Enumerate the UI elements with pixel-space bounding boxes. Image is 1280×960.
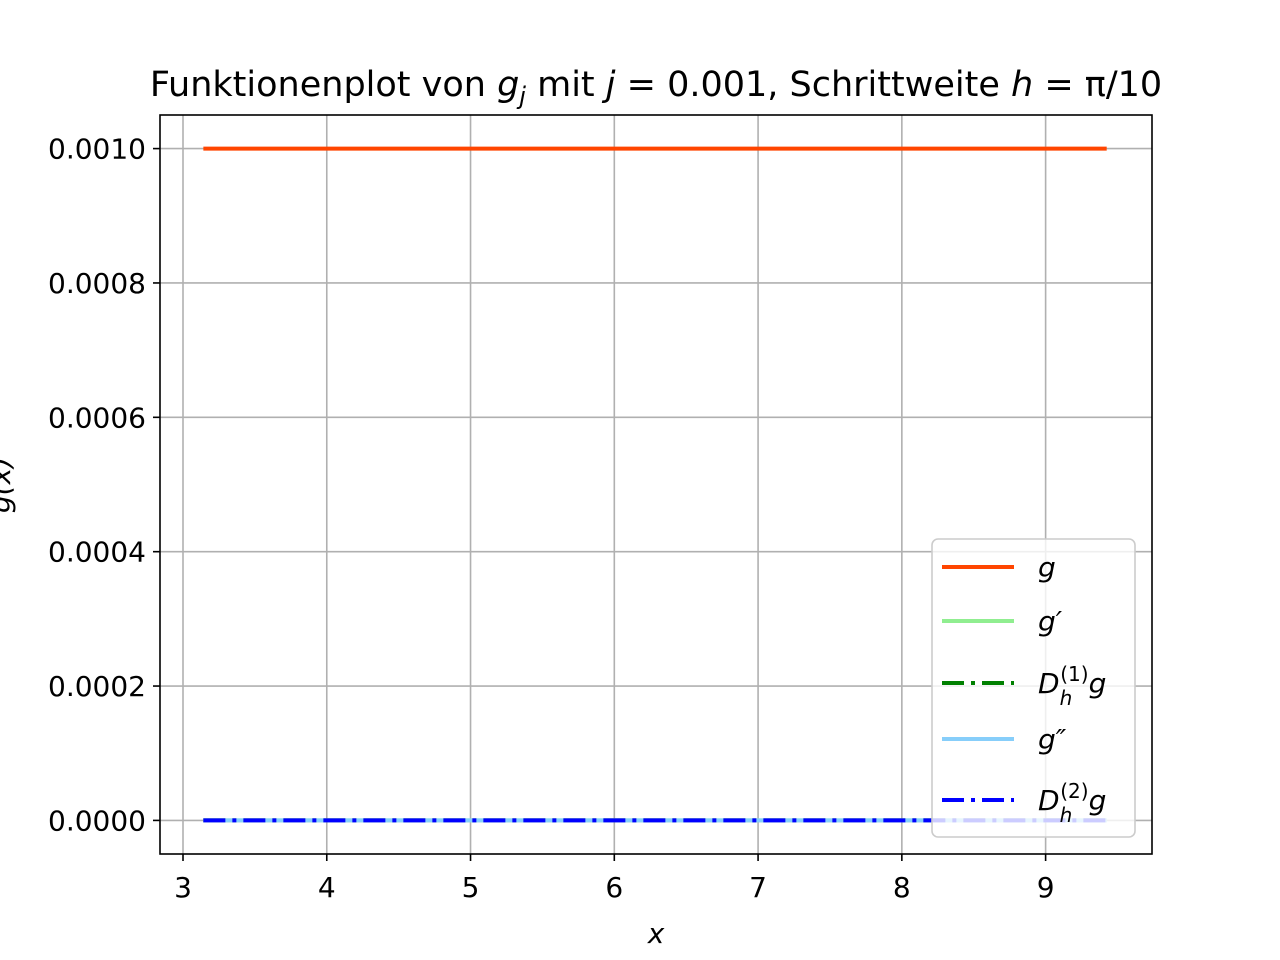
x-axis-label: x <box>647 917 665 950</box>
x-tick-label: 6 <box>605 871 623 904</box>
legend: g g′ Dh(1)g g″ Dh(2)g <box>931 538 1136 838</box>
x-tick-label: 4 <box>318 871 336 904</box>
legend-label-g-double-prime: g″ <box>1038 723 1067 756</box>
y-tick-label: 0.0010 <box>48 133 146 166</box>
y-tick-label: 0.0000 <box>48 804 146 837</box>
plot-area-frame <box>159 114 1153 855</box>
legend-label-d1g: Dh(1)g <box>1038 662 1106 710</box>
x-tick-label: 9 <box>1037 871 1055 904</box>
x-tick-label: 5 <box>462 871 480 904</box>
y-tick-label: 0.0004 <box>48 536 146 569</box>
axis-ticks: 3 4 5 6 7 8 9 0.0000 0.0002 0.0004 0.0006 0.0008 0.0… <box>48 133 1055 904</box>
x-tick-label: 7 <box>749 871 767 904</box>
x-tick-label: 3 <box>174 871 192 904</box>
y-axis-label: g(x) <box>0 457 17 513</box>
legend-label-g: g <box>1038 551 1056 584</box>
y-tick-label: 0.0008 <box>48 267 146 300</box>
chart-title: Funktionenplot von gj mit j = 0.001, Sch… <box>150 65 1162 110</box>
legend-label-g-prime: g′ <box>1038 605 1063 638</box>
y-tick-label: 0.0006 <box>48 401 146 434</box>
legend-box <box>931 538 1136 838</box>
x-tick-label: 8 <box>893 871 911 904</box>
legend-label-d2g: Dh(2)g <box>1038 779 1106 827</box>
y-tick-label: 0.0002 <box>48 670 146 703</box>
